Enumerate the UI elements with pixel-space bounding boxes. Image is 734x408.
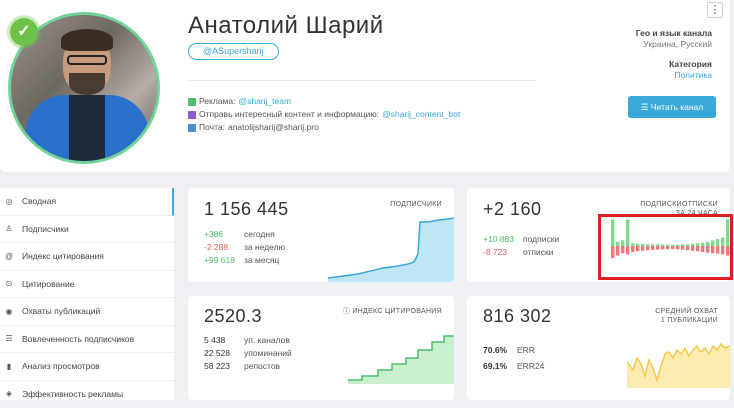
sidebar-item-label: Вовлеченность подписчиков xyxy=(22,334,134,344)
more-options-button[interactable]: ⋮ xyxy=(707,2,723,18)
read-channel-button[interactable]: ☰ Читать канал xyxy=(628,96,716,118)
net-change-value: +2 160 xyxy=(483,199,542,220)
mentions-value: 22 528 xyxy=(204,347,244,360)
title-unsubs: ОТПИСКИ xyxy=(682,201,718,208)
reach-title: СРЕДНИЙ ОХВАТ 1 ПУБЛИКАЦИИ xyxy=(655,307,718,325)
err-value: 70.6% xyxy=(483,342,517,358)
unsubs-label: отписки xyxy=(523,246,554,259)
stat-week-value: -2 288 xyxy=(204,241,244,254)
sidebar-item-label: Сводная xyxy=(22,196,56,206)
sidebar-item[interactable]: ▮ Анализ просмотров xyxy=(0,353,174,381)
sidebar-item[interactable]: ◉ Охваты публикаций xyxy=(0,298,174,326)
sidebar-item-label: Цитирование xyxy=(22,279,74,289)
sidebar-icon: @ xyxy=(4,252,14,261)
sidebar-icon: ♙ xyxy=(4,224,14,233)
stat-today-label: сегодня xyxy=(244,228,275,241)
bug-icon xyxy=(188,111,196,119)
stat-month-value: +99 618 xyxy=(204,254,244,267)
mail-value: anatolijsharij@sharij.pro xyxy=(228,121,319,134)
sidebar-icon: ◈ xyxy=(4,389,14,398)
ads-link[interactable]: @sharij_team xyxy=(238,95,291,108)
channel-profile-card: ✓ Анатолий Шарий @ASupersharij Реклама: … xyxy=(0,0,730,172)
verified-badge-icon: ✓ xyxy=(10,18,38,46)
sidebar-item[interactable]: ☰ Вовлеченность подписчиков xyxy=(0,326,174,354)
send-link[interactable]: @sharij_content_bot xyxy=(382,108,460,121)
err24-label: ERR24 xyxy=(517,358,544,374)
sidebar-item[interactable]: ◈ Эффективность рекламы xyxy=(0,381,174,408)
sidebar-item[interactable]: ⊙ Цитирование xyxy=(0,271,174,299)
sidebar-item[interactable]: @ Индекс цитирования xyxy=(0,243,174,271)
reposts-value: 58 223 xyxy=(204,360,244,373)
sidebar-item-label: Эффективность рекламы xyxy=(22,389,123,399)
stat-month-label: за месяц xyxy=(244,254,279,267)
citation-sparkline xyxy=(348,332,454,384)
channel-handle-link[interactable]: @ASupersharij xyxy=(188,43,279,60)
read-channel-label: Читать канал xyxy=(651,102,703,112)
info-icon: ⓘ xyxy=(343,308,350,315)
channel-meta: Гео и язык канала Украина, Русский Катег… xyxy=(636,28,712,81)
channel-title: Анатолий Шарий xyxy=(188,12,384,40)
geo-value: Украина, Русский xyxy=(636,39,712,50)
sidebar-item-label: Подписчики xyxy=(22,224,69,234)
mail-label: Почта: xyxy=(199,121,225,134)
send-label: Отправь интересный контент и информацию: xyxy=(199,108,379,121)
reach-value: 816 302 xyxy=(483,306,552,327)
highlight-box xyxy=(598,214,733,280)
checkbox-icon xyxy=(188,98,196,106)
reach-title-2: 1 ПУБЛИКАЦИИ xyxy=(661,317,718,324)
stat-week-label: за неделю xyxy=(244,241,285,254)
category-title: Категория xyxy=(636,59,712,70)
subs-label: подписки xyxy=(523,233,559,246)
reposts-label: репостов xyxy=(244,360,280,373)
subscribers-sparkline xyxy=(328,206,454,282)
mailbox-icon xyxy=(188,124,196,132)
reach-title-1: СРЕДНИЙ ОХВАТ xyxy=(655,308,718,315)
reach-stats: 70.6%ERR 69.1%ERR24 xyxy=(483,342,544,374)
citation-title-text: ИНДЕКС ЦИТИРОВАНИЯ xyxy=(352,308,442,315)
divider xyxy=(188,80,536,81)
mention-channels-label: уп. каналов xyxy=(244,334,290,347)
reach-sparkline xyxy=(627,340,730,388)
channel-description: Реклама: @sharij_team Отправь интересный… xyxy=(188,95,460,134)
sidebar-item[interactable]: ◎ Сводная xyxy=(0,188,174,216)
sidebar-item-label: Анализ просмотров xyxy=(22,361,100,371)
stat-today-value: +386 xyxy=(204,228,244,241)
ads-label: Реклама: xyxy=(199,95,235,108)
sidebar-icon: ▮ xyxy=(4,362,14,371)
err24-value: 69.1% xyxy=(483,358,517,374)
title-subs: ПОДПИСКИ xyxy=(640,201,682,208)
sidebar-item[interactable]: ♙ Подписчики xyxy=(0,216,174,244)
err-label: ERR xyxy=(517,342,535,358)
sidebar-nav: ◎ Сводная ♙ Подписчики @ Индекс цитирования ⊙ Ц… xyxy=(0,188,174,400)
sidebar-icon: ⊙ xyxy=(4,279,14,288)
sidebar-icon: ◉ xyxy=(4,307,14,316)
list-icon: ☰ xyxy=(641,102,651,112)
sidebar-icon: ◎ xyxy=(4,197,14,206)
mention-channels-value: 5 438 xyxy=(204,334,244,347)
sidebar-icon: ☰ xyxy=(4,334,14,343)
mentions-label: упоминаний xyxy=(244,347,292,360)
geo-title: Гео и язык канала xyxy=(636,28,712,39)
sidebar-item-label: Индекс цитирования xyxy=(22,251,104,261)
category-link[interactable]: Политика xyxy=(636,70,712,81)
average-reach-card[interactable]: 816 302 СРЕДНИЙ ОХВАТ 1 ПУБЛИКАЦИИ 70.6%… xyxy=(467,296,730,400)
subs-value: +10 883 xyxy=(483,233,523,246)
sidebar-item-label: Охваты публикаций xyxy=(22,306,100,316)
citation-title: ⓘ ИНДЕКС ЦИТИРОВАНИЯ xyxy=(343,307,442,316)
subscribers-value: 1 156 445 xyxy=(204,199,289,220)
citation-value: 2520.3 xyxy=(204,306,262,327)
unsubs-value: -8 723 xyxy=(483,246,523,259)
